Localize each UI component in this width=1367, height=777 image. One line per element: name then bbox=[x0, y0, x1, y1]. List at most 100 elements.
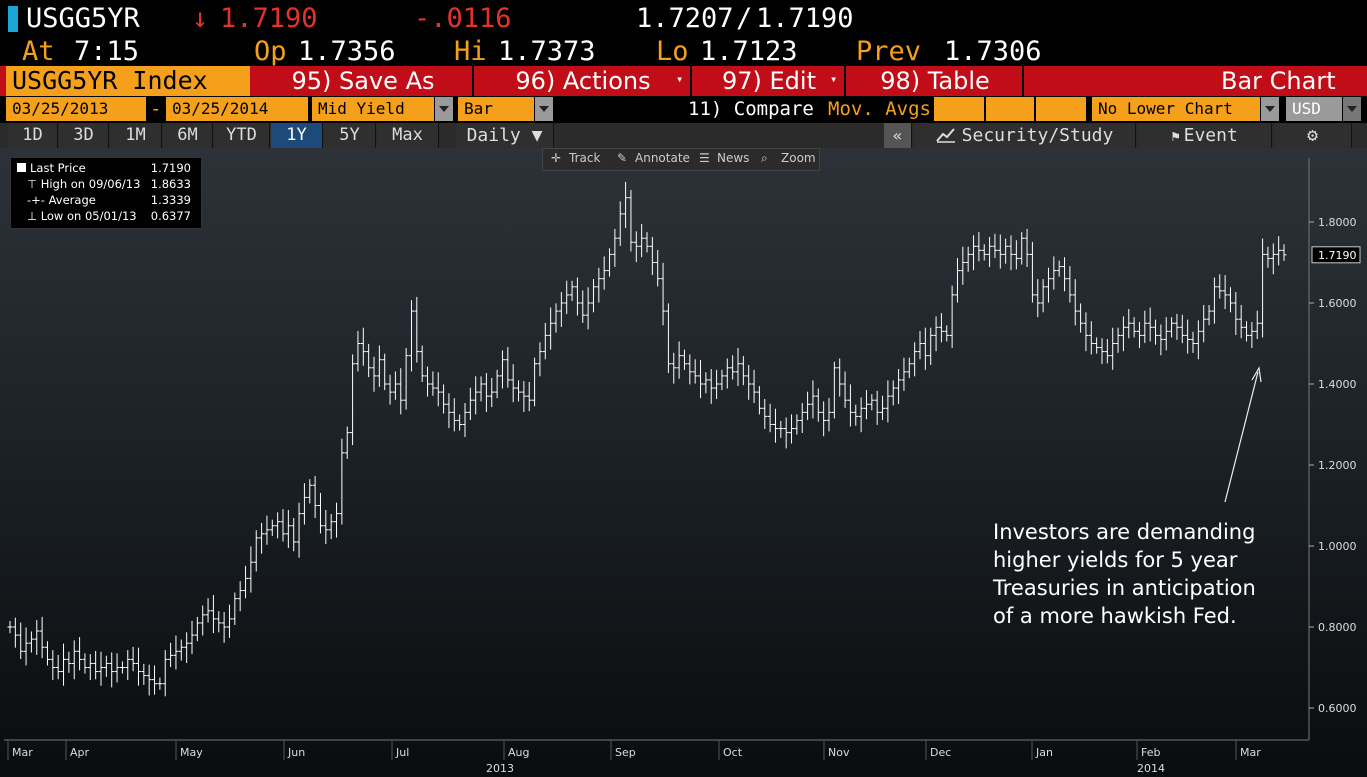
price-bar bbox=[135, 647, 141, 686]
bid-price: 1.7207 bbox=[636, 3, 734, 34]
crosshair-icon[interactable]: ✛ bbox=[551, 151, 562, 165]
chevron-down-icon[interactable]: ▾ bbox=[676, 72, 684, 86]
price-bar bbox=[928, 327, 934, 365]
price-bar bbox=[23, 627, 29, 666]
price-bar bbox=[194, 616, 200, 642]
price-bar bbox=[1142, 310, 1148, 344]
price-bar bbox=[130, 646, 136, 672]
lower-chart-select[interactable]: No Lower Chart bbox=[1092, 97, 1260, 121]
legend-average: -+- Average 1.3339 bbox=[17, 192, 197, 208]
price-bar bbox=[1110, 327, 1116, 370]
price-bar bbox=[301, 483, 307, 525]
price-bar bbox=[226, 604, 232, 638]
period-3d[interactable]: 3D bbox=[59, 123, 109, 148]
price-bar bbox=[387, 374, 393, 405]
chart-style-select[interactable]: Bar bbox=[458, 97, 534, 121]
price-bar bbox=[537, 342, 543, 377]
price-bars bbox=[7, 181, 1287, 697]
mov-avg-slot-3[interactable] bbox=[1036, 97, 1086, 121]
zoom-button[interactable]: Zoom bbox=[781, 151, 816, 165]
x-tick-label: Aug bbox=[508, 746, 529, 759]
save-as-button[interactable]: 95) Save As bbox=[254, 66, 474, 96]
pencil-icon[interactable]: ✎ bbox=[617, 151, 628, 165]
y-tick-label: 1.8000 bbox=[1318, 216, 1357, 229]
price-bar bbox=[842, 371, 848, 408]
bid-ask-separator: / bbox=[736, 3, 753, 34]
price-bar bbox=[114, 653, 120, 683]
price-bar bbox=[1265, 246, 1271, 268]
arrow-head-icon bbox=[1251, 366, 1262, 383]
price-bar bbox=[152, 665, 158, 695]
price-bar bbox=[1163, 317, 1169, 351]
period-1m[interactable]: 1M bbox=[110, 123, 162, 148]
chevron-down-icon[interactable]: ▾ bbox=[830, 72, 838, 86]
currency-select[interactable]: USD bbox=[1286, 97, 1342, 121]
ticker: USGG5YR bbox=[26, 3, 140, 34]
price-bar bbox=[141, 663, 147, 685]
price-bar bbox=[649, 236, 655, 276]
compare-button[interactable]: 11) Compare bbox=[688, 98, 814, 120]
yield-field-select[interactable]: Mid Yield bbox=[312, 97, 434, 121]
news-icon[interactable]: ☰ bbox=[699, 151, 710, 165]
actions-button[interactable]: 96) Actions bbox=[476, 66, 692, 96]
price-bar bbox=[762, 398, 768, 429]
price-bar bbox=[772, 408, 778, 443]
price-bar bbox=[1190, 331, 1196, 353]
high-label: Hi bbox=[454, 36, 487, 67]
y-tick-label: 1.0000 bbox=[1318, 540, 1357, 553]
news-button[interactable]: News bbox=[717, 151, 750, 165]
period-1d[interactable]: 1D bbox=[8, 123, 58, 148]
price-bar bbox=[1201, 305, 1207, 343]
period-6m[interactable]: 6M bbox=[163, 123, 213, 148]
period-max[interactable]: Max bbox=[377, 123, 439, 148]
price-bar bbox=[1019, 232, 1025, 265]
price-bar bbox=[39, 616, 45, 659]
edit-button[interactable]: 97) Edit bbox=[694, 66, 846, 96]
event-button[interactable]: ⚑ Event bbox=[1138, 123, 1272, 148]
average-marker-icon: -+- bbox=[27, 193, 49, 207]
gear-icon[interactable]: ⚙ bbox=[1274, 123, 1352, 148]
table-button[interactable]: 98) Table bbox=[848, 66, 1024, 96]
line-chart-icon bbox=[935, 128, 955, 143]
chevron-down-icon[interactable] bbox=[1343, 97, 1361, 121]
price-bar bbox=[1120, 316, 1126, 352]
price-bar bbox=[944, 325, 950, 342]
price-bar bbox=[1281, 244, 1287, 261]
frequency-select[interactable]: Daily ▼ bbox=[456, 123, 554, 148]
bar-chart[interactable]: 0.6000 0.8000 1.0000 1.2000 1.4000 1.6000 1.80… bbox=[0, 148, 1367, 777]
chevron-down-icon[interactable] bbox=[535, 97, 553, 121]
mov-avg-slot-1[interactable] bbox=[934, 97, 984, 121]
chevron-down-icon[interactable] bbox=[1261, 97, 1279, 121]
price-bar bbox=[184, 632, 190, 664]
mov-avg-slot-2[interactable] bbox=[986, 97, 1034, 121]
price-bar bbox=[1211, 277, 1217, 324]
moving-averages-button[interactable]: Mov. Avgs bbox=[828, 98, 931, 120]
collapse-button[interactable]: « bbox=[884, 123, 912, 148]
period-5y[interactable]: 5Y bbox=[324, 123, 376, 148]
price-bar bbox=[344, 426, 350, 459]
price-bar bbox=[275, 512, 281, 539]
x-tick-label: Oct bbox=[723, 746, 743, 759]
magnifier-icon[interactable]: ⌕ bbox=[761, 151, 768, 165]
price-bar bbox=[1051, 256, 1057, 290]
security-study-button[interactable]: Security/Study bbox=[914, 123, 1136, 148]
price-bar bbox=[50, 650, 56, 681]
down-arrow-icon: ↓ bbox=[192, 3, 209, 34]
chevron-down-icon[interactable] bbox=[435, 97, 453, 121]
period-1y[interactable]: 1Y bbox=[271, 123, 323, 148]
price-bar bbox=[210, 595, 216, 634]
price-bar bbox=[425, 366, 431, 397]
price-bar bbox=[467, 387, 473, 421]
annotate-button[interactable]: Annotate bbox=[635, 151, 690, 165]
price-bar bbox=[1094, 337, 1100, 354]
end-date-field[interactable]: 03/25/2014 bbox=[166, 97, 308, 121]
track-button[interactable]: Track bbox=[569, 151, 601, 165]
prev-value: 1.7306 bbox=[944, 36, 1042, 67]
start-date-field[interactable]: 03/25/2013 bbox=[6, 97, 146, 121]
period-ytd[interactable]: YTD bbox=[214, 123, 270, 148]
price-bar bbox=[296, 502, 302, 558]
price-bar bbox=[216, 611, 222, 633]
low-label: Lo bbox=[656, 36, 689, 67]
price-bar bbox=[483, 373, 489, 412]
security-index-field[interactable]: USGG5YR Index bbox=[6, 66, 250, 96]
